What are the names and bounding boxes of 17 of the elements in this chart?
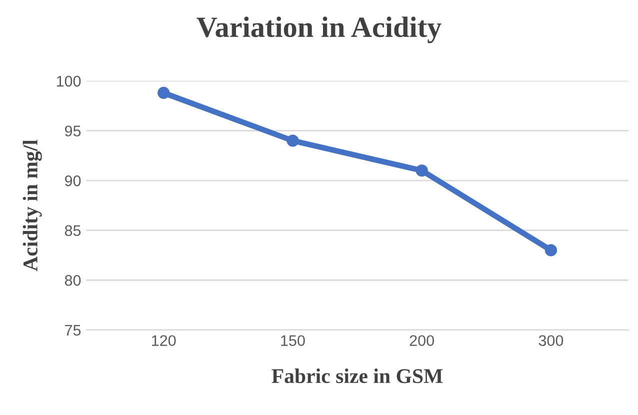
y-tick-label: 80	[64, 274, 81, 286]
x-tick-label: 200	[410, 335, 434, 346]
x-tick-label: 120	[152, 335, 176, 346]
y-tick-label: 75	[65, 324, 81, 336]
point	[286, 134, 299, 147]
point	[158, 86, 170, 99]
y-axis-title: Acidity in mg/l	[22, 140, 42, 272]
y-tick-label: 85	[64, 225, 81, 236]
chart-title: Variation in Acidity	[196, 16, 442, 44]
x-tick-label: 300	[538, 335, 564, 346]
y-tick-label: 90	[64, 175, 81, 186]
y-tick-label: 100	[56, 76, 81, 87]
x-axis-title: Fabric size in GSM	[272, 368, 443, 384]
point	[544, 244, 558, 256]
x-tick-label: 150	[281, 335, 305, 346]
point	[416, 164, 428, 177]
y-tick-label: 95	[64, 126, 81, 136]
